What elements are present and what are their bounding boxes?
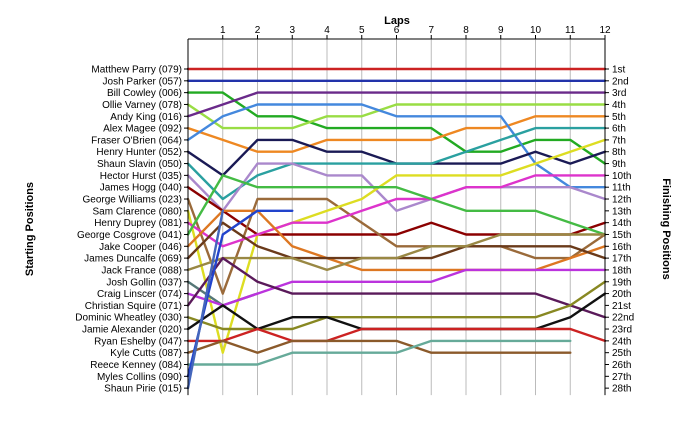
finishing-position-label: 8th bbox=[612, 147, 626, 158]
series-line-12 bbox=[186, 197, 607, 295]
finishing-position-label: 1st bbox=[612, 65, 626, 76]
starting-driver-label: Josh Gollin (037) bbox=[106, 277, 182, 288]
series-line-15 bbox=[186, 174, 607, 236]
starting-driver-label: Matthew Parry (079) bbox=[91, 65, 182, 76]
finishing-position-label: 4th bbox=[612, 100, 626, 111]
starting-driver-label: Jake Cooper (046) bbox=[99, 242, 182, 253]
starting-driver-label: Henry Hunter (052) bbox=[96, 147, 182, 158]
series-line-3 bbox=[186, 91, 607, 165]
axes bbox=[184, 35, 609, 396]
starting-driver-label: Hector Hurst (035) bbox=[100, 171, 182, 182]
finishing-position-label: 21st bbox=[612, 301, 631, 312]
starting-driver-label: Ollie Varney (078) bbox=[102, 100, 182, 111]
finishing-position-label: 7th bbox=[612, 135, 626, 146]
starting-driver-label: Sam Clarence (080) bbox=[93, 206, 182, 217]
starting-driver-label: Reece Kenney (084) bbox=[90, 360, 182, 371]
finishing-position-label: 6th bbox=[612, 124, 626, 135]
series-line-18 bbox=[186, 233, 607, 272]
finishing-position-label: 23rd bbox=[612, 325, 632, 336]
left-axis-title: Starting Positions bbox=[24, 182, 36, 276]
starting-driver-label: Dominic Wheatley (030) bbox=[75, 313, 182, 324]
starting-driver-label: Bill Cowley (006) bbox=[107, 88, 182, 99]
finishing-position-label: 24th bbox=[612, 336, 631, 347]
series-line-10 bbox=[186, 162, 607, 213]
series-line-14 bbox=[186, 174, 607, 248]
finishing-position-label: 19th bbox=[612, 277, 631, 288]
lap-tick-label: 12 bbox=[599, 25, 611, 36]
series-line-6 bbox=[186, 115, 607, 153]
finishing-position-label: 15th bbox=[612, 230, 631, 241]
series-line-28 bbox=[186, 209, 225, 390]
lap-tick-label: 11 bbox=[565, 25, 576, 36]
finishing-position-label: 2nd bbox=[612, 76, 629, 87]
finishing-position-label: 20th bbox=[612, 289, 631, 300]
starting-driver-label: Craig Linscer (074) bbox=[97, 289, 182, 300]
finishing-position-label: 28th bbox=[612, 384, 631, 395]
finishing-position-label: 27th bbox=[612, 372, 631, 383]
lap-tick-label: 5 bbox=[359, 25, 365, 36]
series-line-4 bbox=[186, 103, 607, 130]
right-axis-title: Finishing Positions bbox=[660, 178, 672, 279]
series-line-20 bbox=[186, 268, 607, 307]
starting-driver-label: Josh Parker (057) bbox=[103, 76, 182, 87]
lap-tick-label: 1 bbox=[220, 25, 226, 36]
starting-driver-label: George Cosgrove (041) bbox=[77, 230, 182, 241]
finishing-position-label: 3rd bbox=[612, 88, 626, 99]
series-line-25 bbox=[186, 339, 572, 354]
starting-driver-label: Fraser O'Brien (064) bbox=[91, 135, 182, 146]
finishing-position-label: 22nd bbox=[612, 313, 634, 324]
finishing-position-label: 10th bbox=[612, 171, 631, 182]
starting-driver-label: Jamie Alexander (020) bbox=[82, 325, 182, 336]
starting-driver-label: George Williams (023) bbox=[83, 195, 182, 206]
finishing-position-label: 18th bbox=[612, 265, 631, 276]
finishing-position-label: 5th bbox=[612, 112, 626, 123]
starting-driver-label: Henry Duprey (081) bbox=[94, 218, 182, 229]
series-lines bbox=[186, 67, 607, 390]
starting-driver-label: Myles Collins (090) bbox=[97, 372, 182, 383]
finishing-position-label: 13th bbox=[612, 206, 631, 217]
lap-tick-label: 6 bbox=[394, 25, 400, 36]
starting-driver-label: Christian Squire (071) bbox=[85, 301, 182, 312]
lap-tick-label: 4 bbox=[324, 25, 330, 36]
starting-driver-label: Andy King (016) bbox=[110, 112, 182, 123]
lap-tick-label: 3 bbox=[289, 25, 295, 36]
lap-tick-label: 9 bbox=[498, 25, 504, 36]
lap-tick-label: 7 bbox=[428, 25, 434, 36]
starting-driver-label: James Hogg (040) bbox=[100, 183, 182, 194]
finishing-position-label: 16th bbox=[612, 242, 631, 253]
finishing-position-label: 17th bbox=[612, 254, 631, 265]
lap-tick-label: 10 bbox=[530, 25, 542, 36]
starting-driver-label: Kyle Cutts (087) bbox=[110, 348, 182, 359]
finishing-position-label: 25th bbox=[612, 348, 631, 359]
starting-driver-label: Alex Magee (092) bbox=[103, 124, 182, 135]
finishing-position-label: 9th bbox=[612, 159, 626, 170]
finishing-position-label: 26th bbox=[612, 360, 631, 371]
starting-driver-label: James Duncalfe (069) bbox=[84, 254, 182, 265]
series-line-5 bbox=[186, 91, 607, 118]
starting-driver-label: Shaun Slavin (050) bbox=[97, 159, 182, 170]
lap-tick-label: 8 bbox=[463, 25, 469, 36]
series-line-21 bbox=[186, 256, 607, 319]
finishing-position-label: 14th bbox=[612, 218, 631, 229]
finishing-position-label: 12th bbox=[612, 195, 631, 206]
series-line-9 bbox=[186, 126, 607, 201]
starting-driver-label: Shaun Pirie (015) bbox=[104, 384, 182, 395]
lap-tick-label: 2 bbox=[255, 25, 261, 36]
series-line-24 bbox=[186, 327, 607, 343]
starting-driver-label: Ryan Eshelby (047) bbox=[94, 336, 182, 347]
series-line-26 bbox=[186, 339, 572, 366]
finishing-position-label: 11th bbox=[612, 183, 631, 194]
starting-driver-label: Jack France (088) bbox=[101, 265, 182, 276]
x-axis-title: Laps bbox=[384, 15, 410, 27]
